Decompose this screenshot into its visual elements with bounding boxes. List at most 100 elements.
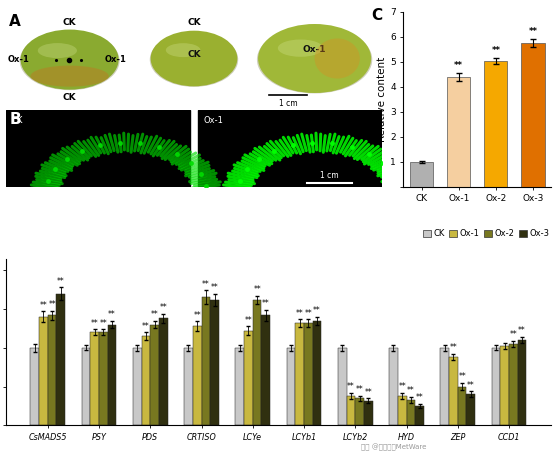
Bar bbox=[159, 318, 168, 425]
Text: **: ** bbox=[356, 385, 363, 394]
Text: **: ** bbox=[193, 311, 201, 320]
Bar bbox=[142, 336, 150, 425]
Text: **: ** bbox=[244, 315, 252, 324]
Text: **: ** bbox=[491, 46, 500, 55]
Text: **: ** bbox=[347, 382, 355, 391]
Text: **: ** bbox=[305, 308, 312, 318]
Text: **: ** bbox=[100, 319, 107, 328]
Bar bbox=[389, 348, 398, 425]
Bar bbox=[133, 348, 142, 425]
Text: CK: CK bbox=[187, 18, 201, 27]
Bar bbox=[500, 346, 509, 425]
Text: **: ** bbox=[529, 27, 537, 36]
Text: **: ** bbox=[142, 322, 150, 331]
Bar bbox=[107, 324, 116, 425]
Text: **: ** bbox=[416, 393, 423, 402]
Bar bbox=[150, 324, 159, 425]
Bar bbox=[518, 340, 526, 425]
Bar bbox=[484, 61, 507, 187]
Bar bbox=[295, 323, 304, 425]
Text: CK: CK bbox=[63, 93, 76, 102]
Text: **: ** bbox=[510, 330, 517, 339]
Bar bbox=[253, 300, 261, 425]
Ellipse shape bbox=[30, 66, 109, 86]
Bar bbox=[491, 348, 500, 425]
Bar bbox=[407, 400, 415, 425]
Bar bbox=[338, 348, 347, 425]
Bar bbox=[440, 348, 449, 425]
Bar bbox=[193, 326, 202, 425]
Text: CK: CK bbox=[63, 18, 76, 27]
Bar bbox=[312, 321, 321, 425]
Text: **: ** bbox=[454, 61, 463, 70]
Bar bbox=[521, 43, 545, 187]
Text: **: ** bbox=[202, 280, 210, 289]
Bar bbox=[99, 332, 107, 425]
Text: **: ** bbox=[39, 301, 47, 310]
Text: **: ** bbox=[467, 381, 475, 390]
Bar bbox=[39, 317, 48, 425]
FancyBboxPatch shape bbox=[6, 110, 190, 187]
Bar bbox=[210, 300, 219, 425]
Bar bbox=[57, 293, 65, 425]
Bar bbox=[304, 323, 312, 425]
Bar bbox=[410, 162, 433, 187]
Bar bbox=[449, 357, 458, 425]
Bar bbox=[364, 400, 373, 425]
Bar bbox=[447, 77, 470, 187]
Bar bbox=[90, 332, 99, 425]
Bar bbox=[398, 396, 407, 425]
Bar bbox=[261, 315, 270, 425]
Text: 知乎 @迈维代谢MetWare: 知乎 @迈维代谢MetWare bbox=[361, 444, 426, 451]
Text: CK: CK bbox=[11, 116, 23, 125]
Text: Ox-1: Ox-1 bbox=[104, 55, 126, 64]
Text: **: ** bbox=[262, 299, 270, 308]
Text: **: ** bbox=[313, 306, 321, 315]
Text: **: ** bbox=[160, 303, 167, 312]
Ellipse shape bbox=[19, 31, 120, 90]
Bar bbox=[30, 348, 39, 425]
Text: **: ** bbox=[458, 372, 466, 381]
Bar bbox=[347, 396, 355, 425]
Text: **: ** bbox=[365, 388, 372, 397]
Bar bbox=[355, 398, 364, 425]
Text: Ox-1: Ox-1 bbox=[203, 116, 223, 125]
Y-axis label: Relative content: Relative content bbox=[377, 57, 387, 142]
Text: **: ** bbox=[398, 382, 406, 391]
Text: **: ** bbox=[48, 300, 56, 309]
Text: C: C bbox=[371, 8, 382, 23]
Text: **: ** bbox=[91, 319, 99, 328]
Text: 1 cm: 1 cm bbox=[279, 99, 297, 108]
Text: **: ** bbox=[57, 277, 65, 286]
Bar bbox=[466, 394, 475, 425]
Text: **: ** bbox=[151, 310, 158, 319]
Text: **: ** bbox=[108, 310, 116, 319]
Ellipse shape bbox=[150, 32, 238, 87]
Text: Ox-1: Ox-1 bbox=[7, 55, 29, 64]
Bar bbox=[286, 348, 295, 425]
Ellipse shape bbox=[38, 43, 77, 58]
Text: **: ** bbox=[253, 285, 261, 294]
Bar bbox=[48, 315, 57, 425]
Text: **: ** bbox=[407, 386, 415, 395]
FancyBboxPatch shape bbox=[198, 110, 382, 187]
Text: CK: CK bbox=[187, 49, 201, 59]
Bar bbox=[184, 348, 193, 425]
Text: **: ** bbox=[296, 308, 304, 318]
Ellipse shape bbox=[20, 30, 119, 90]
Bar bbox=[202, 298, 210, 425]
Text: Ox-1: Ox-1 bbox=[303, 45, 326, 54]
Bar bbox=[458, 386, 466, 425]
Ellipse shape bbox=[278, 39, 323, 57]
Ellipse shape bbox=[315, 39, 360, 78]
Legend: CK, Ox-1, Ox-2, Ox-3: CK, Ox-1, Ox-2, Ox-3 bbox=[420, 226, 552, 242]
Text: 1 cm: 1 cm bbox=[320, 172, 339, 180]
Ellipse shape bbox=[257, 26, 372, 94]
Bar bbox=[244, 331, 253, 425]
Text: **: ** bbox=[211, 283, 218, 292]
Bar bbox=[509, 344, 518, 425]
Bar bbox=[235, 348, 244, 425]
Text: **: ** bbox=[518, 326, 526, 336]
Ellipse shape bbox=[151, 31, 237, 86]
Text: **: ** bbox=[449, 344, 457, 352]
